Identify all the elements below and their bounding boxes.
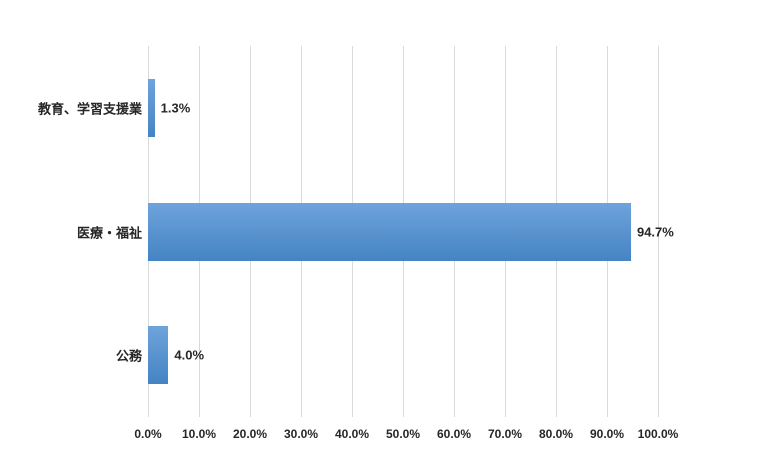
category-label-public-service: 公務 <box>115 348 142 364</box>
value-label-medical-welfare: 94.7% <box>636 224 674 239</box>
bar-public-service[interactable] <box>148 326 169 385</box>
category-label-medical-welfare: 医療・福祉 <box>76 225 142 240</box>
x-tick-label: 10.0% <box>181 427 217 441</box>
bar-medical-welfare[interactable] <box>148 202 631 261</box>
x-tick-label: 100.0% <box>637 427 679 441</box>
value-label-education-learning-support: 1.3% <box>160 100 191 116</box>
x-tick-label: 50.0% <box>385 427 421 441</box>
category-label-education-learning-support: 教育、学習支援業 <box>37 101 142 117</box>
gridline <box>658 46 659 417</box>
x-tick-label: 0.0% <box>134 427 162 441</box>
x-tick-label: 80.0% <box>538 427 574 441</box>
x-tick-label: 90.0% <box>589 427 625 441</box>
x-tick-label: 20.0% <box>232 427 268 441</box>
x-tick-label: 40.0% <box>334 427 370 441</box>
x-tick-label: 30.0% <box>283 427 319 441</box>
x-tick-label: 60.0% <box>436 427 472 441</box>
bar-education-learning-support[interactable] <box>148 78 155 137</box>
value-label-public-service: 4.0% <box>174 347 205 363</box>
x-tick-label: 70.0% <box>487 427 523 441</box>
